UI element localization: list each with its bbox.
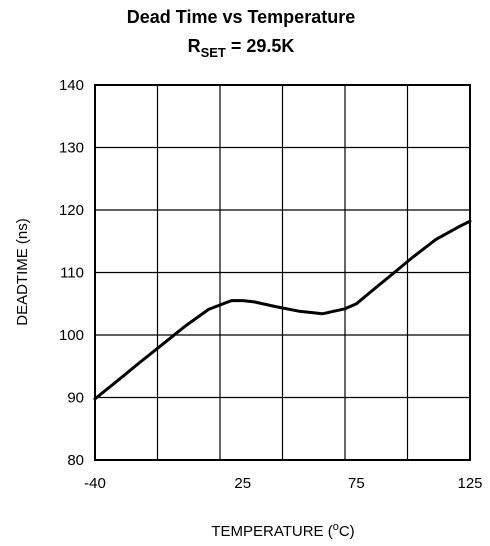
x-tick-label: -40 (84, 475, 106, 492)
y-tick-label: 100 (59, 327, 84, 344)
subtitle-rest: = 29.5K (226, 36, 295, 56)
series-layer (93, 219, 472, 401)
x-tick-label: 125 (457, 475, 482, 492)
y-tick-label: 110 (60, 265, 84, 282)
grid (94, 84, 471, 461)
y-tick-label: 90 (67, 390, 84, 407)
x-tick-label: 75 (348, 475, 365, 492)
chart-title: Dead Time vs Temperature (127, 7, 355, 27)
y-tick-labels: 80 90 100 110 120 130 140 (59, 77, 84, 469)
x-axis-label-superscript: o (333, 521, 339, 533)
subtitle-main: R (188, 36, 201, 56)
y-tick-label: 120 (59, 202, 84, 219)
plot-frame (94, 84, 471, 461)
x-tick-labels: -40 25 75 125 (84, 475, 482, 492)
subtitle-subscript: SET (201, 45, 226, 60)
y-tick-label: 140 (59, 77, 84, 94)
y-tick-label: 130 (59, 140, 84, 157)
y-axis-label: DEADTIME (ns) (14, 218, 31, 326)
series-line (93, 219, 472, 401)
chart-subtitle: RSET = 29.5K (188, 36, 295, 60)
x-axis-label-main: TEMPERATURE ( (211, 523, 332, 540)
x-axis-label: TEMPERATURE (oC) (211, 521, 354, 540)
x-tick-label: 25 (234, 475, 251, 492)
x-axis-label-end: C) (339, 523, 355, 540)
y-tick-label: 80 (67, 452, 84, 469)
